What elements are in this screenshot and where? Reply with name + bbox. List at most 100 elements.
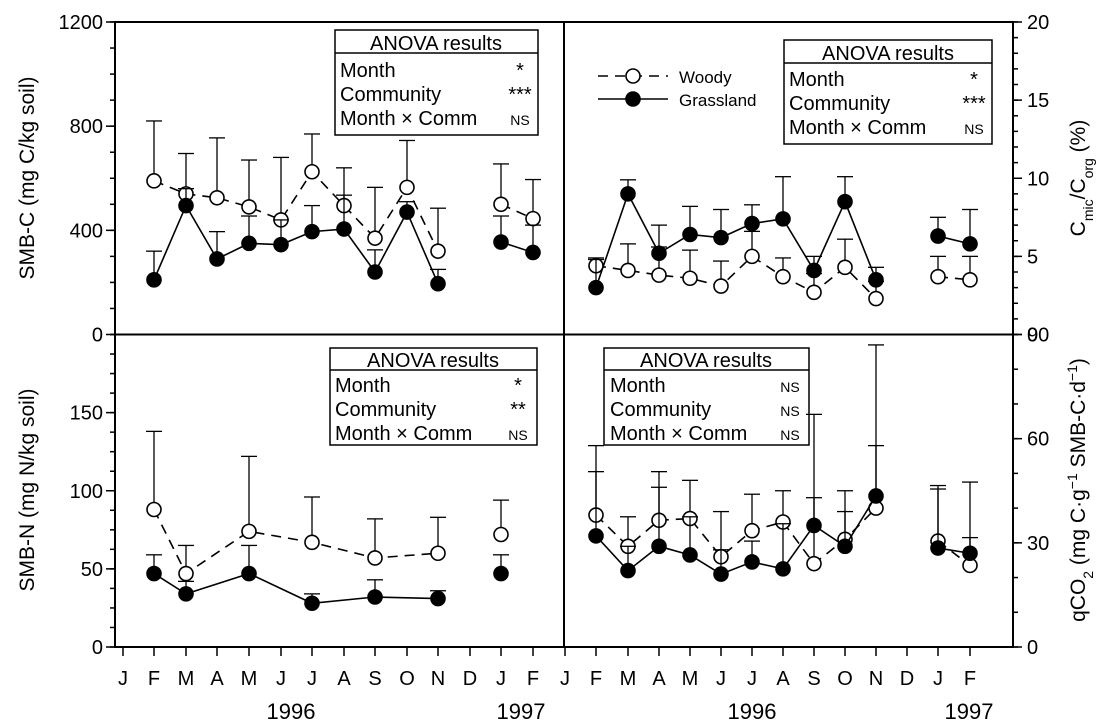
qco2-grassland-point bbox=[868, 488, 884, 504]
month-tick-label: M bbox=[620, 668, 637, 690]
year-label-1997-left: 1997 bbox=[497, 699, 546, 724]
smb-c-y-tick-label: 1200 bbox=[59, 12, 104, 34]
anova-row-label: Community bbox=[610, 399, 711, 421]
cmic-woody-point bbox=[682, 270, 698, 287]
anova-significance: *** bbox=[508, 84, 532, 106]
qco2-grassland-point bbox=[962, 545, 978, 562]
qco2-y-tick-label: 0 bbox=[1027, 637, 1038, 659]
anova-row-label: Month × Comm bbox=[610, 423, 747, 445]
anova-significance: *** bbox=[962, 93, 986, 115]
qco2-ylabel: qCO2 (mg C·g−1 SMB-C·d−1) bbox=[1064, 358, 1096, 622]
month-tick-label: A bbox=[337, 668, 351, 690]
qco2-grassland-point bbox=[775, 561, 791, 577]
cmic-grassland-point bbox=[713, 229, 729, 246]
smb-n-y-tick-label: 0 bbox=[92, 637, 103, 659]
anova-box-cmic: ANOVA results Month Community Month × Co… bbox=[783, 39, 993, 145]
anova-row-label: Month bbox=[789, 69, 845, 91]
legend-woody-marker bbox=[625, 68, 641, 84]
year-label-1996-right: 1996 bbox=[728, 699, 777, 724]
month-tick-label: J bbox=[276, 668, 286, 690]
cmic-woody-point bbox=[775, 268, 791, 285]
anova-title: ANOVA results bbox=[367, 350, 499, 372]
month-tick-label: J bbox=[496, 668, 506, 690]
smb-c-woody-point bbox=[399, 179, 415, 196]
anova-row-label: Month × Comm bbox=[335, 423, 472, 445]
smb-n-grassland-point bbox=[493, 565, 509, 582]
smb-n-woody-point bbox=[178, 565, 194, 582]
smb-n-y-tick-label: 150 bbox=[70, 403, 103, 425]
cmic-grassland-point bbox=[620, 186, 636, 202]
cmic-grassland-point bbox=[651, 245, 667, 262]
qco2-woody-point bbox=[744, 522, 760, 539]
smb-n-woody-point bbox=[241, 523, 257, 540]
anova-title: ANOVA results bbox=[640, 350, 772, 372]
cmic-y-tick-label: 0 bbox=[1027, 325, 1038, 347]
smb-c-ylabel: SMB-C (mg C/kg soil) bbox=[16, 76, 39, 279]
month-tick-label: A bbox=[210, 668, 224, 690]
month-tick-label: F bbox=[590, 668, 602, 690]
cmic-grassland-point bbox=[868, 272, 884, 288]
month-tick-label: S bbox=[807, 668, 820, 690]
smb-c-woody-point bbox=[493, 196, 509, 213]
cmic-woody-point bbox=[868, 290, 884, 307]
month-tick-label: J bbox=[933, 668, 943, 690]
qco2-grassland-point bbox=[588, 528, 604, 544]
qco2-y-tick-label: 30 bbox=[1027, 533, 1049, 555]
qco2-grassland-point bbox=[806, 517, 822, 534]
smb-c-woody-point bbox=[241, 199, 257, 215]
smb-n-woody-line bbox=[153, 509, 439, 575]
legend-woody-label: Woody bbox=[679, 68, 732, 87]
smb-n-ylabel: SMB-N (mg N/kg soil) bbox=[16, 388, 39, 591]
smb-c-woody-point bbox=[525, 210, 541, 227]
month-tick-label: J bbox=[716, 668, 726, 690]
month-tick-label: A bbox=[776, 668, 790, 690]
qco2-grassland-point bbox=[651, 538, 667, 555]
smb-c-grassland-point bbox=[273, 236, 289, 253]
qco2-woody-point bbox=[806, 555, 822, 572]
smb-c-grassland-point bbox=[399, 204, 415, 220]
qco2-grassland-point bbox=[682, 547, 698, 563]
anova-row-label: Community bbox=[340, 84, 441, 106]
smb-c-woody-point bbox=[430, 243, 446, 259]
anova-title: ANOVA results bbox=[370, 33, 502, 55]
smb-c-y-tick-label: 0 bbox=[92, 325, 103, 347]
anova-significance: NS bbox=[510, 112, 529, 128]
cmic-woody-point bbox=[806, 284, 822, 301]
anova-significance: NS bbox=[508, 427, 527, 443]
cmic-grassland-point bbox=[588, 279, 604, 296]
month-tick-label: N bbox=[431, 668, 445, 690]
cmic-woody-point bbox=[962, 272, 978, 288]
anova-significance: * bbox=[970, 69, 978, 91]
qco2-woody-line bbox=[595, 507, 877, 565]
cmic-grassland-point bbox=[930, 228, 946, 244]
smb-n-woody-point bbox=[430, 545, 446, 562]
cmic-grassland-line bbox=[595, 191, 877, 288]
smb-n-grassland-point bbox=[241, 565, 257, 582]
anova-row-label: Month bbox=[340, 60, 396, 82]
cmic-grassland-point bbox=[775, 211, 791, 227]
smb-c-grassland-line bbox=[153, 203, 439, 285]
cmic-y-tick-label: 10 bbox=[1027, 168, 1049, 190]
anova-significance: NS bbox=[780, 427, 799, 443]
qco2-grassland-point bbox=[744, 554, 760, 570]
cmic-woody-point bbox=[620, 262, 636, 279]
anova-significance: * bbox=[514, 375, 522, 397]
anova-significance: * bbox=[516, 60, 524, 82]
month-tick-label: F bbox=[527, 668, 539, 690]
smb-n-woody-point bbox=[367, 550, 383, 566]
smb-c-grassland-point bbox=[525, 244, 541, 261]
anova-title: ANOVA results bbox=[822, 43, 954, 65]
smb-n-y-tick-label: 100 bbox=[70, 481, 103, 503]
month-tick-label: J bbox=[118, 668, 128, 690]
legend-grassland-label: Grassland bbox=[679, 91, 756, 110]
qco2-grassland-point bbox=[837, 538, 853, 555]
anova-box-smb-n: ANOVA results Month Community Month × Co… bbox=[329, 347, 538, 446]
cmic-grassland-point bbox=[682, 226, 698, 243]
month-tick-label: M bbox=[682, 668, 699, 690]
smb-n-grassland-point bbox=[146, 565, 162, 582]
smb-n-grassland-point bbox=[178, 586, 194, 602]
smb-n-woody-point bbox=[304, 534, 320, 551]
cmic-grassland-point bbox=[837, 193, 853, 210]
smb-n-grassland-line bbox=[153, 572, 439, 605]
month-tick-label: J bbox=[560, 668, 570, 690]
